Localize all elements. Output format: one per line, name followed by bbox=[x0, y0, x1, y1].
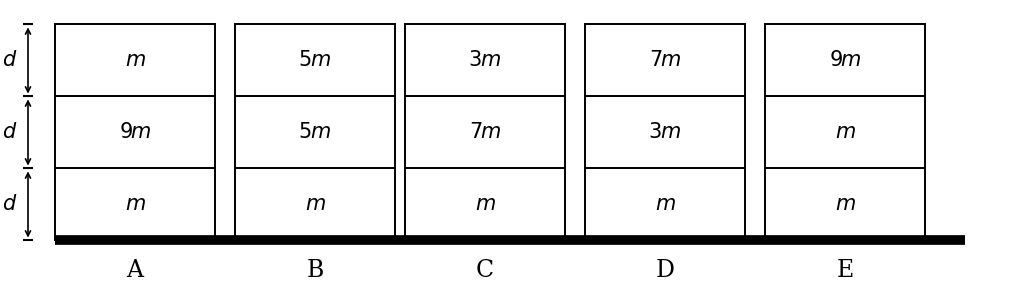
Text: $9m$: $9m$ bbox=[828, 50, 861, 71]
Text: $5m$: $5m$ bbox=[298, 122, 332, 142]
Text: $d$: $d$ bbox=[2, 50, 17, 71]
Text: C: C bbox=[476, 259, 494, 282]
Text: B: B bbox=[306, 259, 324, 282]
Text: $m$: $m$ bbox=[304, 195, 326, 214]
Bar bbox=[406, 96, 565, 168]
Text: $3m$: $3m$ bbox=[648, 122, 682, 142]
Bar bbox=[765, 168, 925, 241]
Bar bbox=[585, 168, 745, 241]
Text: D: D bbox=[655, 259, 675, 282]
Text: $3m$: $3m$ bbox=[468, 50, 502, 71]
Text: E: E bbox=[837, 259, 854, 282]
Text: $m$: $m$ bbox=[125, 51, 145, 70]
Text: $5m$: $5m$ bbox=[298, 50, 332, 71]
Bar bbox=[585, 96, 745, 168]
Bar bbox=[585, 25, 745, 96]
Text: $m$: $m$ bbox=[474, 195, 496, 214]
Bar bbox=[234, 96, 395, 168]
Text: $7m$: $7m$ bbox=[649, 50, 681, 71]
Bar bbox=[406, 25, 565, 96]
Bar bbox=[55, 96, 215, 168]
Bar bbox=[55, 168, 215, 241]
Bar bbox=[406, 168, 565, 241]
Text: $m$: $m$ bbox=[654, 195, 676, 214]
Text: $7m$: $7m$ bbox=[469, 122, 501, 142]
Text: $m$: $m$ bbox=[835, 123, 855, 142]
Bar bbox=[765, 25, 925, 96]
Bar bbox=[234, 168, 395, 241]
Bar bbox=[234, 25, 395, 96]
Text: $m$: $m$ bbox=[125, 195, 145, 214]
Text: $d$: $d$ bbox=[2, 195, 17, 214]
Bar bbox=[55, 25, 215, 96]
Text: $m$: $m$ bbox=[835, 195, 855, 214]
Text: $d$: $d$ bbox=[2, 122, 17, 142]
Bar bbox=[765, 96, 925, 168]
Text: $9m$: $9m$ bbox=[119, 122, 152, 142]
Text: A: A bbox=[127, 259, 143, 282]
